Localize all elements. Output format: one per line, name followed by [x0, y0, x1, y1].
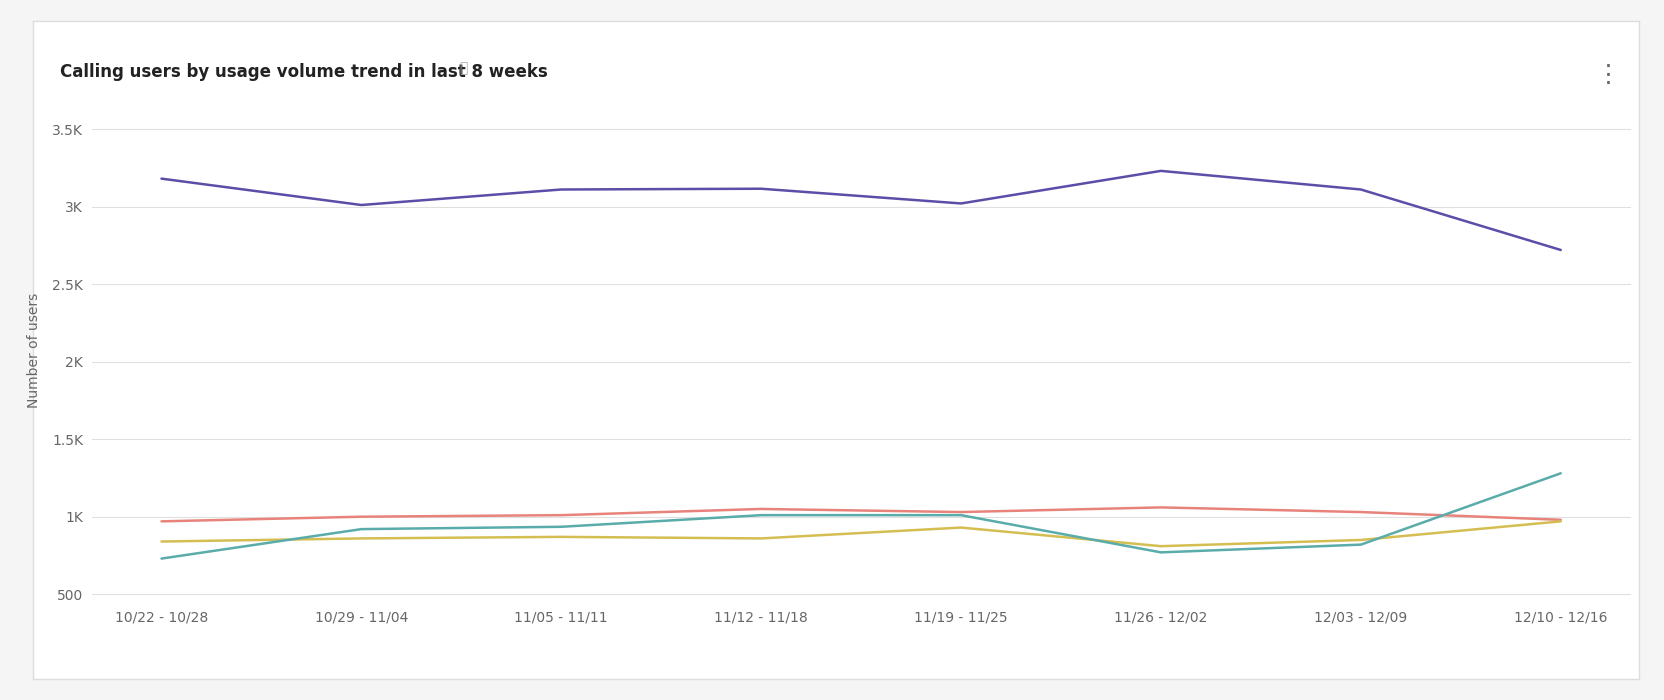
Text: ⋮: ⋮ [1596, 63, 1621, 87]
Y-axis label: Number of users: Number of users [27, 293, 42, 407]
Text: Calling users by usage volume trend in last 8 weeks: Calling users by usage volume trend in l… [60, 63, 547, 81]
Text: ⓘ: ⓘ [459, 62, 468, 76]
